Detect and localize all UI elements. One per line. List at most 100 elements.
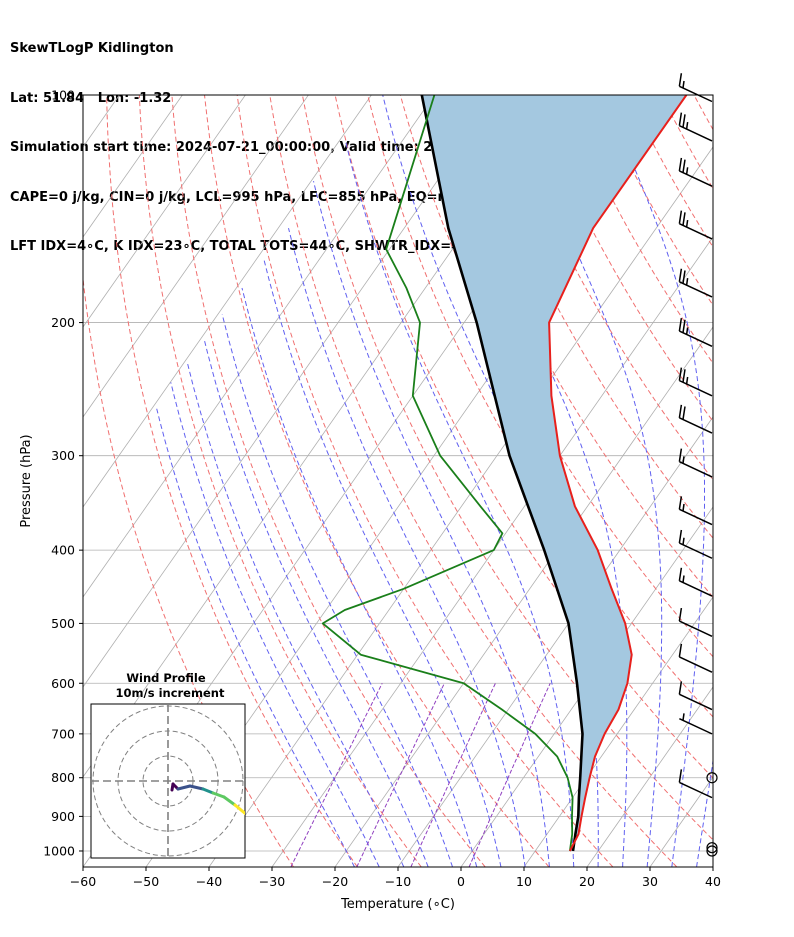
isotherm-line xyxy=(83,95,183,238)
isotherm-line xyxy=(83,95,309,418)
wind-barb xyxy=(679,713,713,735)
wind-barb xyxy=(678,268,713,298)
barb-shaft xyxy=(679,508,713,526)
wind-barb xyxy=(678,367,713,397)
dry-adiabat xyxy=(334,95,713,779)
isotherm-line xyxy=(712,866,713,867)
hodograph-segment xyxy=(176,784,192,791)
moist-adiabat xyxy=(241,287,478,867)
barb-flag xyxy=(682,159,686,173)
barb-shaft xyxy=(679,656,713,673)
barb-shaft xyxy=(679,330,713,347)
x-tick-label: 0 xyxy=(457,874,465,889)
dry-adiabat xyxy=(595,95,713,307)
y-tick-label: 1000 xyxy=(43,843,75,858)
dry-adiabat xyxy=(301,95,713,841)
x-tick-label: −40 xyxy=(196,874,222,889)
barb-half-flag xyxy=(682,575,685,583)
barb-half-flag xyxy=(682,80,685,89)
barb-flag xyxy=(678,73,683,87)
calm-circle xyxy=(706,842,718,854)
isotherm-line xyxy=(83,95,435,598)
barb-flag xyxy=(678,157,683,172)
hodograph-segment xyxy=(211,791,226,799)
mixing-ratio-line xyxy=(290,683,383,867)
barb-shaft xyxy=(679,417,713,434)
isotherm-line xyxy=(460,506,713,867)
barb-shaft xyxy=(679,222,713,240)
inset-subtitle: 10m/s increment xyxy=(116,686,225,700)
wind-barb xyxy=(678,404,713,434)
dry-adiabat xyxy=(204,95,550,867)
barb-flag xyxy=(678,367,683,381)
moist-adiabat xyxy=(203,338,429,867)
barb-shaft xyxy=(679,693,713,711)
dry-adiabat xyxy=(759,95,794,867)
dry-adiabat xyxy=(171,95,486,867)
stability-indices-line: LFT IDX=4∘C, K IDX=23∘C, TOTAL TOTS=44∘C… xyxy=(10,239,478,254)
barb-flag xyxy=(678,567,683,581)
barb-flag xyxy=(678,529,683,544)
moist-adiabat xyxy=(345,140,575,867)
wind-barb xyxy=(678,496,713,526)
wind-barb xyxy=(706,772,718,784)
moist-adiabat xyxy=(313,180,550,867)
barb-half-flag xyxy=(685,376,689,385)
dry-adiabat xyxy=(693,95,713,131)
y-tick-label: 100 xyxy=(51,88,75,103)
y-tick-label: 500 xyxy=(51,616,75,631)
barb-shaft xyxy=(679,379,713,397)
barb-shaft xyxy=(679,620,713,637)
isotherm-line xyxy=(83,95,372,508)
isotherm-line xyxy=(523,596,713,867)
wind-barbs xyxy=(678,73,718,857)
barb-flag xyxy=(678,769,683,783)
y-tick-label: 900 xyxy=(51,809,75,824)
isotherm-line xyxy=(586,686,713,867)
calm-circle xyxy=(706,845,718,857)
y-tick-label: 600 xyxy=(51,676,75,691)
mixing-ratio-line xyxy=(356,683,445,867)
hodograph-segment xyxy=(188,784,205,791)
barb-half-flag xyxy=(685,219,689,228)
wind-barb xyxy=(678,448,713,478)
chart-title: SkewTLogP Kidlington xyxy=(10,41,174,56)
mixing-ratio-line xyxy=(468,683,551,867)
wind-profile-inset: Wind Profile 10m/s increment xyxy=(90,671,246,859)
moist-adiabat xyxy=(440,95,628,867)
isotherm-line xyxy=(208,146,713,867)
dry-adiabat xyxy=(236,95,614,867)
hodograph-segment xyxy=(233,803,245,816)
x-tick-label: 40 xyxy=(705,874,721,889)
barb-shaft xyxy=(679,580,713,597)
y-tick-label: 800 xyxy=(51,770,75,785)
barb-flag xyxy=(682,319,686,333)
isotherm-line xyxy=(83,95,246,328)
barb-shaft xyxy=(679,170,713,187)
parcel-line xyxy=(420,95,584,852)
inset-title: Wind Profile xyxy=(126,671,206,685)
barb-half-flag xyxy=(682,503,685,512)
dewpoint-line xyxy=(321,95,574,852)
barb-half-flag xyxy=(685,167,689,175)
dry-adiabat xyxy=(628,95,713,248)
moist-adiabat xyxy=(696,757,713,867)
wind-barb xyxy=(678,112,713,142)
barb-shaft xyxy=(679,717,713,735)
barb-flag xyxy=(682,114,686,128)
axes: −60 −50 −40 −30 −20 −10 0 10 20 30 40 100 200 300 400 5… xyxy=(43,88,721,890)
barb-flag xyxy=(682,406,686,420)
x-tick-label: 10 xyxy=(516,874,532,889)
wind-barb xyxy=(678,681,713,711)
wind-barb xyxy=(678,317,713,347)
barb-half-flag xyxy=(682,537,685,545)
x-tick-label: −10 xyxy=(385,874,411,889)
wind-barb xyxy=(678,73,713,103)
wind-barb xyxy=(706,845,718,857)
wind-barb xyxy=(678,567,713,597)
hodograph-segment xyxy=(201,787,215,795)
barb-shaft xyxy=(679,85,713,103)
dry-adiabat xyxy=(727,95,794,867)
dry-adiabat xyxy=(269,95,678,867)
x-tick-label: −20 xyxy=(322,874,348,889)
